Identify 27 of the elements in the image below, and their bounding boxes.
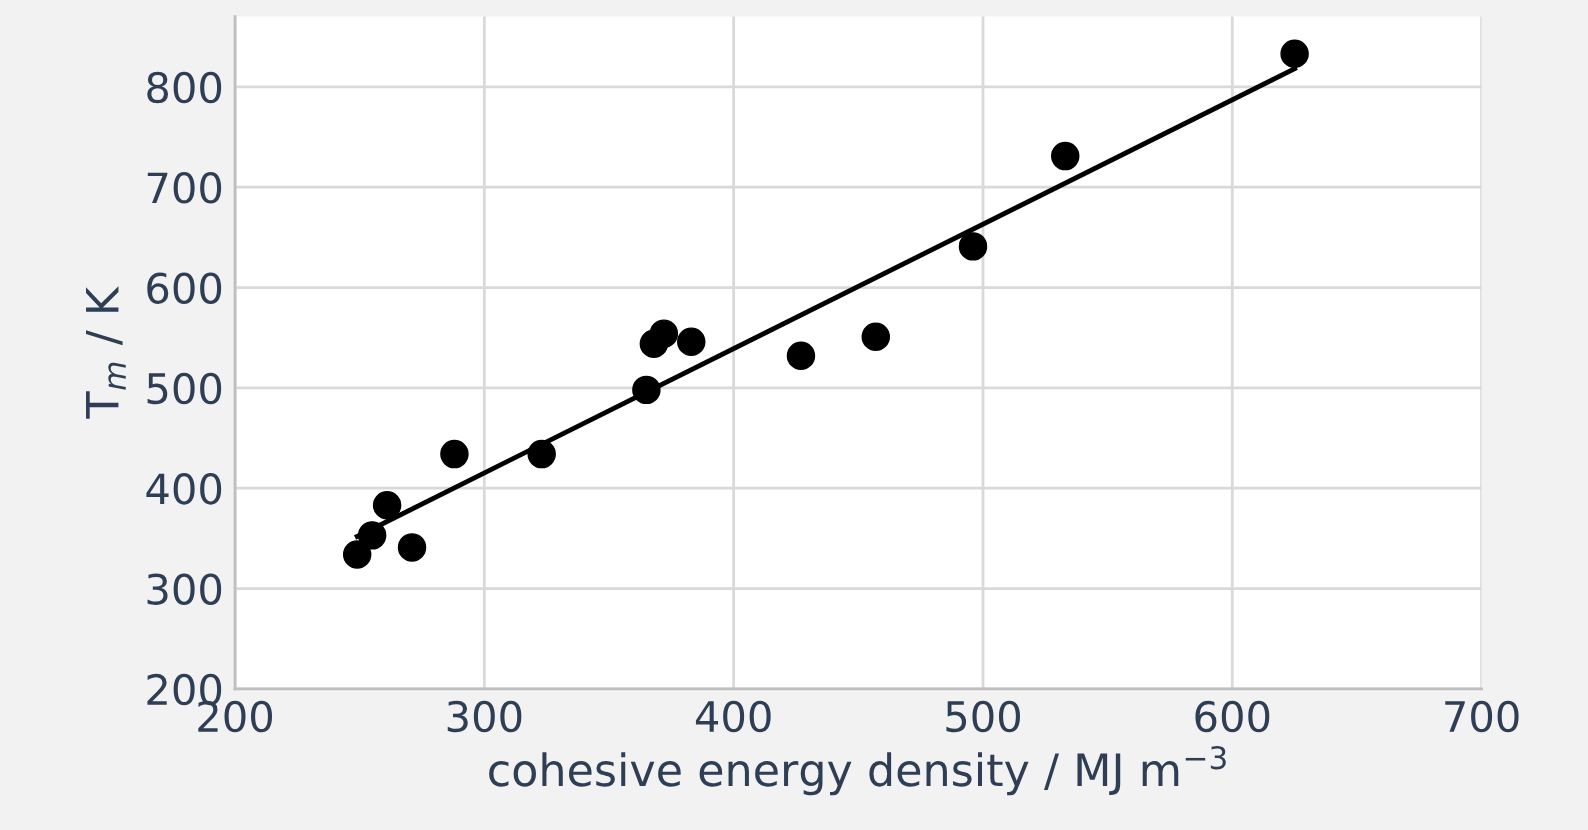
x-tick-label: 600 [1195, 700, 1270, 733]
y-tick-label: 300 [147, 573, 222, 605]
point [786, 341, 816, 370]
point [958, 232, 988, 261]
point [397, 533, 427, 562]
x-axis-title: cohesive energy density / MJ m$^{−3}$ [489, 745, 1226, 796]
x-tick-label: 500 [946, 700, 1020, 733]
point [527, 439, 556, 469]
point [440, 439, 469, 469]
point [649, 319, 679, 348]
point [677, 327, 706, 356]
x-tick-label: 400 [695, 700, 771, 733]
y-tick-label: 600 [147, 272, 222, 304]
point [372, 491, 402, 520]
y-axis-title: T$_{m}$ / K [86, 286, 126, 419]
point [1051, 141, 1080, 171]
y-tick-label: 400 [146, 473, 222, 505]
x-tick-label: 700 [1445, 700, 1519, 733]
point [632, 375, 661, 405]
point [1280, 39, 1309, 68]
y-tick-label: 800 [147, 71, 222, 104]
y-tick-label: 700 [147, 172, 222, 204]
point [861, 322, 890, 351]
point [357, 521, 387, 550]
point [342, 540, 372, 569]
y-tick-label: 500 [147, 372, 222, 405]
x-tick-label: 300 [447, 700, 522, 733]
